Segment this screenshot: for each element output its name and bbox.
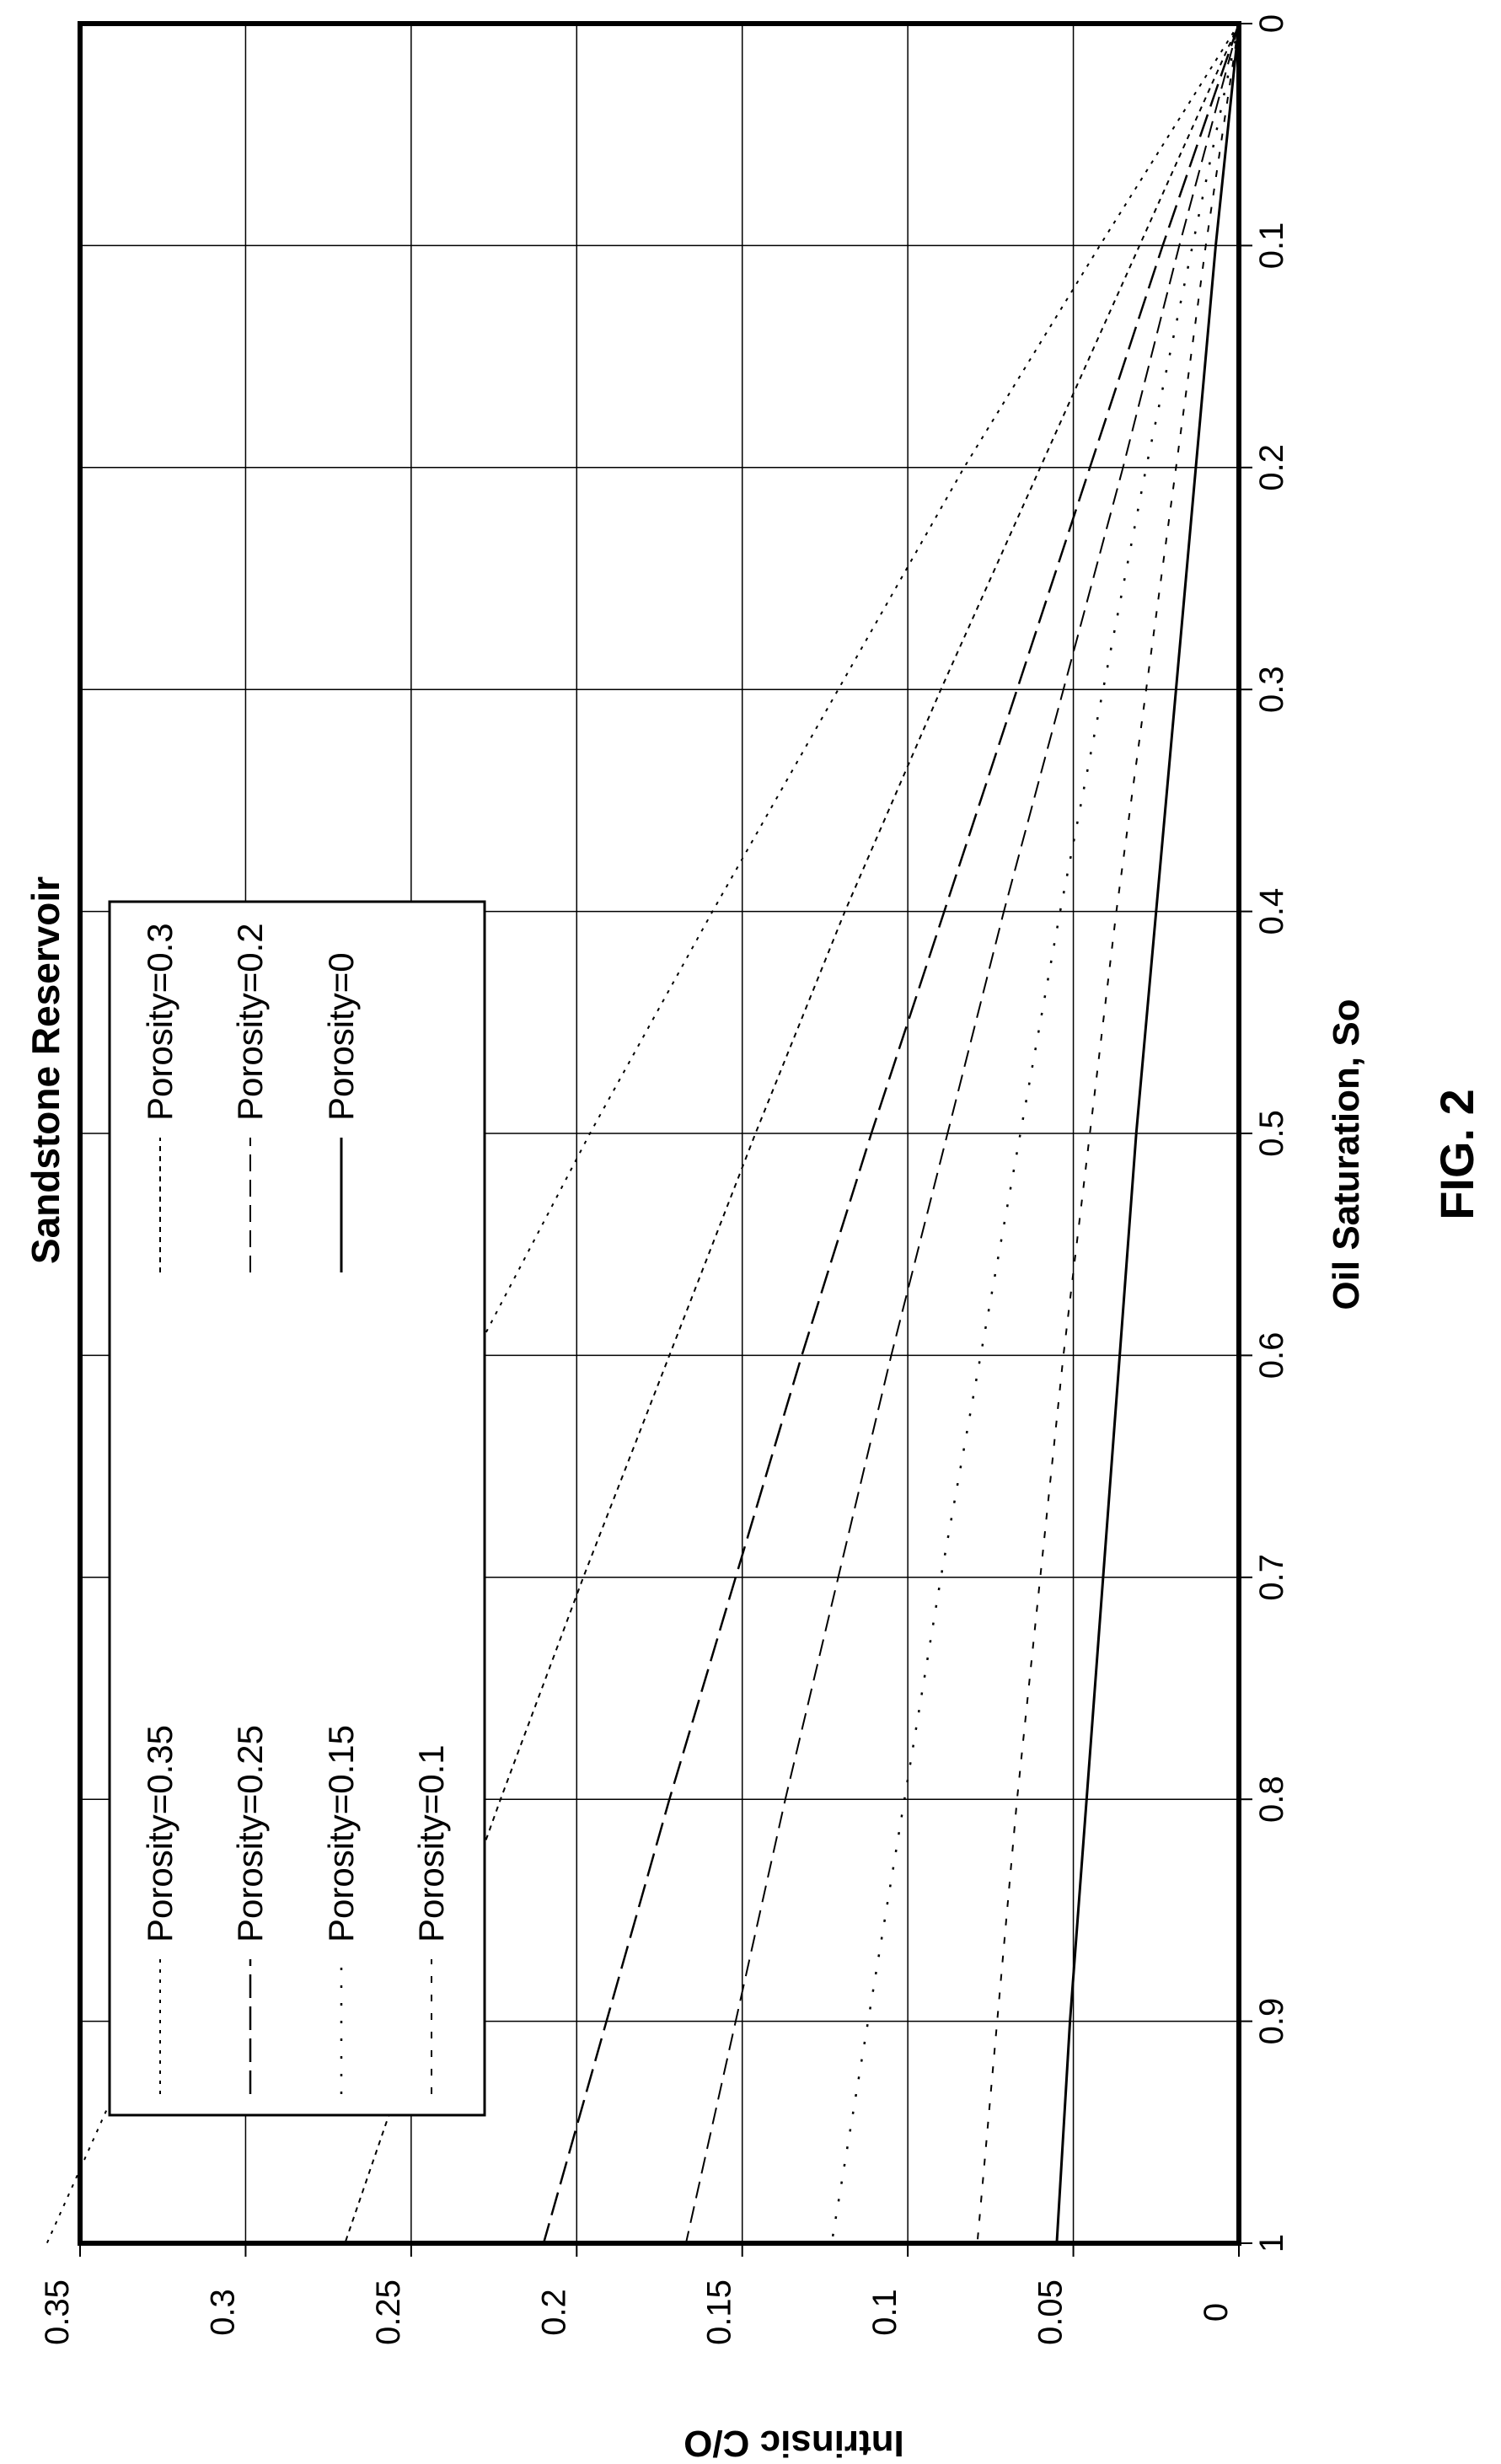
x-tick-label: 0.2: [1253, 444, 1290, 491]
legend: Porosity=0.35 Porosity=0.3 Porosity=0.25 Po…: [108, 900, 486, 2117]
x-tick-label: 1: [1253, 2234, 1290, 2252]
series-line: [684, 23, 1240, 2244]
y-tick-label: 0.1: [866, 2289, 903, 2336]
legend-label: Porosity=0.25: [230, 1725, 270, 1942]
x-tick-label: 0.3: [1253, 666, 1290, 713]
figure-label: FIG. 2: [1430, 1089, 1483, 1220]
y-tick-label: 0.35: [39, 2279, 76, 2345]
y-axis-label: Intrinsic C/O: [683, 2423, 904, 2464]
x-tick-label: 0.6: [1253, 1332, 1290, 1379]
x-tick-label: 0.4: [1253, 888, 1290, 935]
y-tick-label: 0.05: [1032, 2279, 1069, 2345]
x-tick-label: 0.1: [1253, 222, 1290, 270]
series-line: [976, 23, 1240, 2244]
x-tick-label: 0.5: [1253, 1110, 1290, 1157]
series-line: [542, 23, 1241, 2244]
y-tick-label: 0.3: [204, 2289, 241, 2336]
legend-label: Porosity=0.3: [140, 923, 180, 1121]
legend-label: Porosity=0.1: [411, 1744, 451, 1942]
y-tick-label: 0.2: [535, 2289, 572, 2336]
legend-box: [108, 900, 486, 2117]
series-line: [1055, 23, 1241, 2244]
x-tick-label: 0.9: [1253, 1998, 1290, 2045]
x-tick-label: 0.7: [1253, 1554, 1290, 1601]
y-tick-label: 0: [1198, 2303, 1235, 2322]
x-axis-label: Oil Saturation, So: [1326, 999, 1367, 1310]
x-tick-label: 0.8: [1253, 1776, 1290, 1823]
chart-title: Sandstone Reservoir: [24, 876, 67, 1264]
legend-label: Porosity=0.35: [140, 1725, 180, 1942]
y-axis-ticks: 0 0.05 0.1 0.15 0.2 0.25 0.3 0.35: [39, 2243, 1240, 2345]
x-tick-label: 0: [1253, 14, 1290, 33]
legend-label: Porosity=0: [321, 952, 361, 1121]
y-tick-label: 0.15: [701, 2279, 738, 2345]
x-axis-ticks: 0 0.1 0.2 0.3 0.4 0.5 0.6 0.7 0.8 0.9 1: [1239, 14, 1290, 2252]
legend-label: Porosity=0.15: [321, 1725, 361, 1942]
y-tick-label: 0.25: [370, 2279, 407, 2345]
legend-label: Porosity=0.2: [230, 923, 270, 1121]
